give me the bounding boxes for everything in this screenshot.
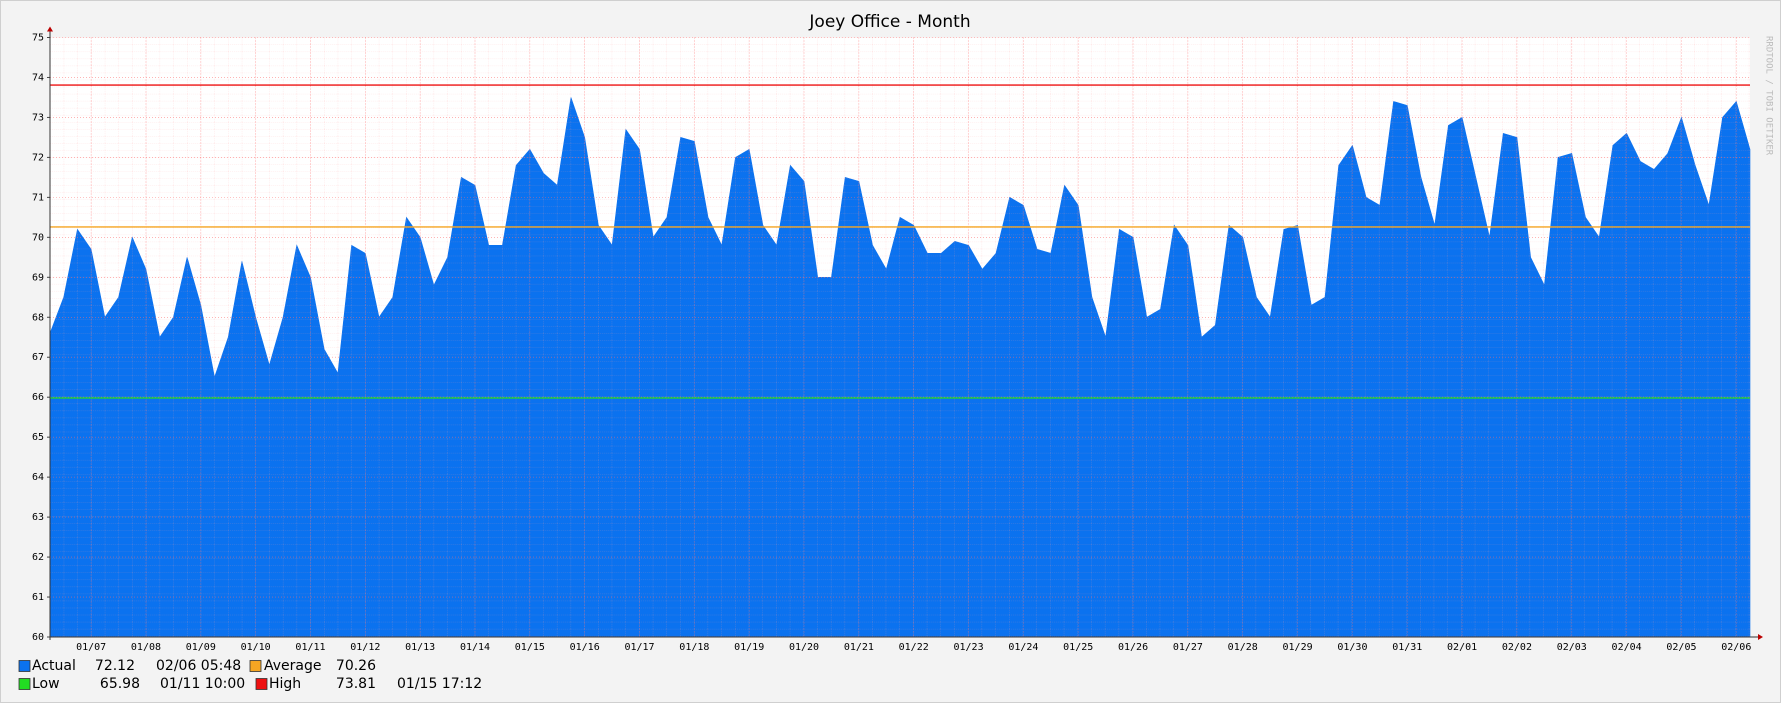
x-tick-label: 01/08 [131, 642, 161, 653]
chart-title: Joey Office - Month [808, 12, 970, 32]
y-tick-label: 62 [32, 552, 44, 563]
legend-value: 72.12 [95, 658, 135, 674]
x-tick-label: 01/23 [953, 642, 983, 653]
y-tick-label: 61 [32, 592, 44, 603]
x-tick-label: 02/03 [1557, 642, 1587, 653]
y-tick-label: 67 [32, 352, 44, 363]
y-tick-label: 73 [32, 112, 44, 123]
y-tick-label: 60 [32, 632, 44, 643]
x-tick-label: 01/12 [350, 642, 380, 653]
watermark: RRDTOOL / TOBI OETIKER [1764, 36, 1774, 156]
y-tick-label: 71 [32, 192, 44, 203]
legend-value: 70.26 [336, 658, 376, 674]
x-tick-label: 01/26 [1118, 642, 1148, 653]
x-tick-label: 01/17 [624, 642, 654, 653]
x-tick-label: 02/04 [1612, 642, 1642, 653]
x-tick-label: 02/02 [1502, 642, 1532, 653]
x-tick-label: 01/11 [295, 642, 325, 653]
legend-value: 73.81 [336, 676, 376, 692]
x-tick-label: 01/09 [186, 642, 216, 653]
legend-swatch [249, 660, 262, 672]
x-tick-label: 01/16 [570, 642, 600, 653]
y-tick-label: 66 [32, 392, 44, 403]
x-tick-label: 01/21 [844, 642, 874, 653]
y-tick-label: 69 [32, 272, 44, 283]
y-tick-label: 74 [32, 72, 44, 83]
x-tick-label: 01/13 [405, 642, 435, 653]
x-tick-label: 01/22 [899, 642, 929, 653]
x-tick-label: 01/28 [1228, 642, 1258, 653]
x-tick-label: 01/07 [76, 642, 106, 653]
x-axis-arrow [1758, 634, 1763, 640]
x-tick-label: 01/15 [515, 642, 545, 653]
y-tick-label: 68 [32, 312, 44, 323]
legend-label: Actual [32, 658, 76, 674]
y-tick-label: 75 [32, 33, 44, 44]
x-tick-label: 02/06 [1721, 642, 1751, 653]
x-tick-label: 01/20 [789, 642, 819, 653]
x-tick-label: 01/27 [1173, 642, 1203, 653]
legend-label: High [269, 676, 301, 692]
y-tick-label: 72 [32, 152, 44, 163]
legend-swatch [255, 678, 268, 690]
legend-swatch [18, 660, 31, 672]
legend-time: 02/06 05:48 [156, 658, 241, 674]
legend-time: 01/15 17:12 [397, 676, 482, 692]
x-tick-label: 01/31 [1392, 642, 1422, 653]
x-tick-label: 01/29 [1283, 642, 1313, 653]
x-tick-label: 01/30 [1337, 642, 1367, 653]
x-tick-label: 01/24 [1008, 642, 1038, 653]
x-tick-label: 01/19 [734, 642, 764, 653]
x-tick-label: 02/01 [1447, 642, 1477, 653]
x-tick-label: 01/14 [460, 642, 490, 653]
y-tick-label: 65 [32, 432, 44, 443]
legend-label: Low [32, 676, 60, 692]
y-axis-arrow [47, 26, 53, 32]
legend-time: 01/11 10:00 [160, 676, 245, 692]
y-tick-label: 70 [32, 232, 44, 243]
legend-label: Average [264, 658, 322, 674]
x-tick-label: 01/18 [679, 642, 709, 653]
x-tick-label: 01/10 [241, 642, 271, 653]
x-tick-label: 02/05 [1666, 642, 1696, 653]
minor-grid [50, 37, 1750, 637]
legend-swatch [18, 678, 31, 690]
y-tick-label: 64 [32, 472, 44, 483]
y-tick-label: 63 [32, 512, 44, 523]
legend-value: 65.98 [100, 676, 140, 692]
x-tick-label: 01/25 [1063, 642, 1093, 653]
